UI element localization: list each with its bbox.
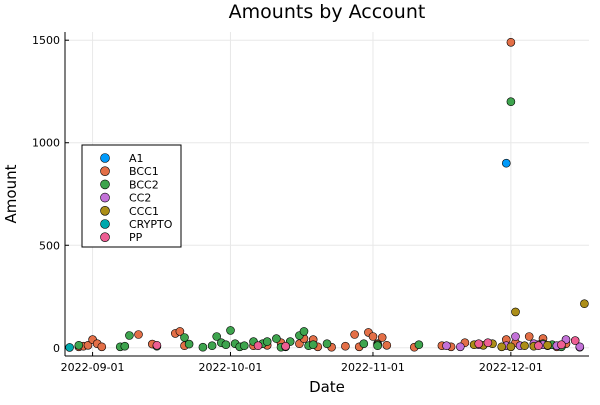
legend-label-ccc1: CCC1	[129, 205, 159, 218]
data-point-pp	[281, 341, 290, 351]
data-point-cc2	[575, 342, 585, 352]
data-point-bcc1	[382, 340, 392, 350]
data-point-cc2	[511, 332, 520, 341]
data-point-pp	[570, 336, 580, 345]
data-point-cc2	[442, 341, 451, 351]
data-point-pp	[534, 341, 543, 351]
legend-marker-a1	[100, 153, 110, 163]
data-point-bcc1	[368, 332, 378, 341]
legend-box	[81, 144, 182, 248]
x-tick-label: 2022-10-01	[199, 361, 263, 374]
legend-label-cc2: CC2	[129, 192, 151, 205]
data-point-bcc2	[226, 326, 235, 335]
data-point-bcc1	[97, 342, 107, 352]
tick-labels: 2022-09-01 2022-10-01 2022-11-01 2022-12-01…	[32, 34, 543, 374]
data-point-pp	[474, 339, 484, 349]
axes	[64, 32, 589, 357]
data-point-ccc1	[580, 299, 589, 309]
data-point-ccc1	[506, 342, 516, 352]
data-points	[65, 37, 589, 352]
legend-marker-crypto	[100, 219, 110, 229]
data-point-bcc2	[299, 327, 309, 336]
data-point-bcc1	[175, 327, 185, 336]
legend-marker-ccc1	[100, 206, 110, 216]
data-point-bcc2	[308, 340, 318, 350]
data-point-bcc2	[262, 337, 272, 346]
legend-marker-pp	[100, 232, 110, 242]
data-point-bcc1	[377, 333, 387, 342]
data-point-ccc1	[543, 340, 552, 350]
data-point-bcc1	[134, 330, 143, 339]
data-point-pp	[483, 338, 493, 348]
y-axis-title: Amount	[2, 164, 20, 223]
legend-marker-bcc2	[100, 179, 110, 190]
data-point-ccc1	[511, 307, 520, 317]
data-point-bcc2	[180, 333, 189, 342]
data-point-bcc2	[212, 332, 221, 341]
legend-marker-bcc1	[100, 166, 110, 176]
data-point-bcc2	[414, 340, 424, 350]
data-point-bcc2	[272, 334, 281, 343]
y-tick-label: 1500	[32, 34, 60, 47]
chart-title: Amounts by Account	[229, 1, 426, 23]
data-point-bcc1	[506, 37, 516, 47]
data-point-bcc2	[506, 97, 516, 106]
data-point-pp	[152, 340, 162, 350]
y-tick-label: 0	[53, 342, 60, 355]
x-tick-label: 2022-11-01	[341, 361, 405, 374]
legend-marker-cc2	[100, 192, 110, 203]
data-point-bcc2	[359, 339, 369, 349]
data-point-bcc2	[125, 331, 134, 340]
data-point-ccc1	[520, 341, 529, 351]
data-point-crypto	[65, 343, 74, 352]
legend-label-pp: PP	[129, 231, 143, 244]
data-point-bcc2	[207, 341, 217, 351]
legend-label-a1: A1	[129, 152, 144, 165]
data-point-bcc1	[83, 340, 93, 350]
y-tick-label: 500	[39, 239, 60, 252]
data-point-bcc2	[240, 341, 249, 351]
data-point-bcc2	[322, 339, 332, 349]
x-tick-label: 2022-09-01	[61, 361, 125, 374]
legend-label-bcc1: BCC1	[129, 165, 159, 178]
data-point-bcc2	[184, 339, 194, 349]
data-point-bcc1	[350, 330, 359, 339]
data-point-bcc2	[373, 341, 382, 351]
data-point-bcc2	[120, 341, 130, 351]
data-point-bcc2	[198, 342, 208, 352]
x-axis-title: Date	[309, 378, 345, 396]
data-point-bcc1	[341, 341, 350, 351]
x-tick-label: 2022-12-01	[479, 361, 543, 374]
data-point-cc2	[455, 342, 465, 352]
legend-label-bcc2: BCC2	[129, 178, 159, 191]
data-point-bcc2	[221, 340, 231, 350]
legend-label-crypto: CRYPTO	[129, 218, 173, 231]
data-point-ccc1	[497, 342, 507, 352]
y-tick-label: 1000	[32, 137, 60, 150]
data-point-bcc1	[524, 332, 534, 341]
data-point-a1	[501, 158, 511, 168]
data-point-bcc2	[74, 340, 84, 350]
data-point-pp	[253, 341, 263, 351]
data-point-pp	[557, 340, 566, 350]
